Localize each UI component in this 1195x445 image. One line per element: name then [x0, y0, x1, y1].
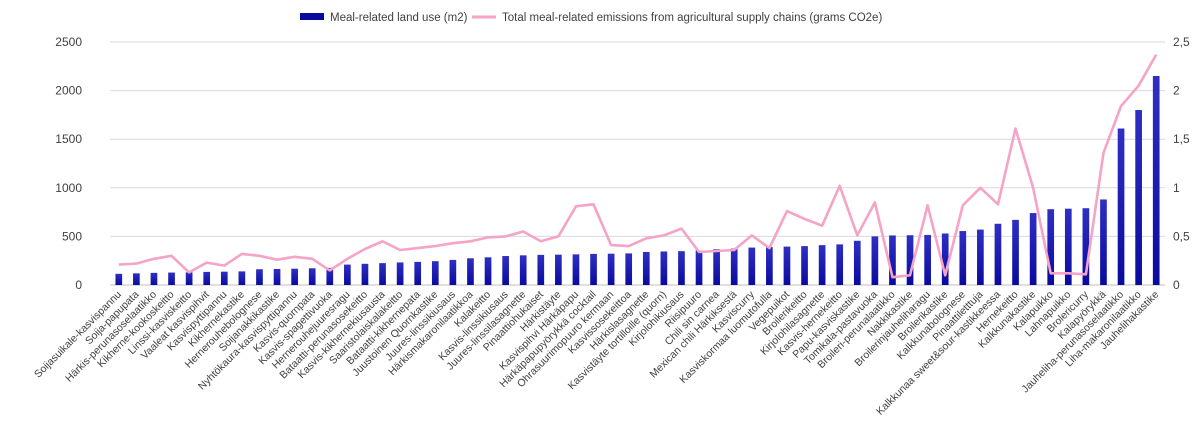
- bar: [889, 235, 896, 285]
- bar: [431, 261, 439, 285]
- bar: [977, 229, 984, 285]
- bar: [853, 240, 861, 285]
- bar: [660, 251, 668, 285]
- legend: Meal-related land use (m2) Total meal-rel…: [300, 12, 882, 24]
- bar: [379, 263, 386, 285]
- bar: [941, 233, 949, 285]
- right-tick-label: 2: [1173, 84, 1180, 98]
- left-tick-label: 2000: [55, 84, 82, 98]
- left-axis: 0 500 1000 1500 2000 2500: [55, 35, 82, 292]
- bar: [1012, 219, 1019, 285]
- right-tick-label: 2,5: [1173, 35, 1190, 49]
- bar: [572, 254, 580, 285]
- legend-line-label: Total meal-related emissions from agricu…: [502, 12, 882, 24]
- left-tick-label: 1500: [55, 132, 82, 146]
- bar: [713, 249, 720, 285]
- bar: [519, 255, 527, 285]
- bar: [150, 272, 158, 285]
- bar: [238, 271, 246, 285]
- bar: [1029, 213, 1037, 285]
- bar: [203, 271, 211, 285]
- bar: [344, 264, 351, 285]
- bar: [801, 246, 808, 285]
- bar: [906, 235, 914, 285]
- left-tick-label: 500: [62, 229, 82, 243]
- bar: [625, 253, 633, 285]
- bar: [185, 272, 193, 285]
- bar: [308, 268, 316, 285]
- bar: [730, 248, 738, 285]
- bar: [678, 251, 685, 285]
- bar: [168, 272, 175, 285]
- bar: [502, 256, 509, 285]
- bar: [1152, 76, 1160, 286]
- bar: [695, 250, 703, 285]
- bar: [766, 247, 773, 285]
- bar-series: [115, 76, 1160, 286]
- legend-bar-label: Meal-related land use (m2): [330, 12, 468, 24]
- bar: [1100, 199, 1107, 285]
- bar: [467, 258, 474, 285]
- bar: [291, 268, 298, 285]
- bar: [748, 247, 756, 285]
- bar: [959, 231, 967, 285]
- bar: [607, 253, 615, 285]
- right-tick-label: 1: [1173, 181, 1180, 195]
- bar: [414, 261, 422, 285]
- bar: [994, 223, 1002, 285]
- bar: [836, 244, 844, 285]
- right-tick-label: 0,5: [1173, 229, 1190, 243]
- bar: [818, 245, 826, 285]
- bar: [220, 271, 228, 285]
- bar: [537, 254, 545, 285]
- bar: [1047, 209, 1055, 285]
- bar: [449, 259, 457, 285]
- category-labels: Soijasuikale-kasvispannuSoija-papupataHä…: [32, 288, 1161, 418]
- bar: [590, 253, 597, 285]
- right-axis: 0 0,5 1 1,5 2 2,5: [1173, 35, 1190, 292]
- bar: [326, 267, 334, 285]
- bar: [115, 273, 123, 285]
- bar: [256, 269, 263, 285]
- bar: [484, 257, 492, 285]
- gridlines: [110, 41, 1165, 286]
- legend-bar-swatch: [300, 13, 324, 20]
- bar: [1082, 208, 1090, 285]
- bar: [273, 268, 281, 285]
- left-tick-label: 1000: [55, 181, 82, 195]
- bar: [871, 236, 879, 285]
- emissions-line: [118, 53, 1158, 279]
- bar: [1117, 128, 1125, 285]
- left-tick-label: 0: [75, 278, 82, 292]
- bar: [555, 254, 562, 285]
- line-series: [118, 53, 1158, 279]
- bar: [924, 234, 931, 285]
- left-tick-label: 2500: [55, 35, 82, 49]
- bar: [642, 251, 650, 285]
- bar: [783, 246, 791, 285]
- right-tick-label: 1,5: [1173, 132, 1190, 146]
- bar: [1135, 110, 1142, 285]
- bar: [396, 262, 404, 285]
- right-tick-label: 0: [1173, 278, 1180, 292]
- bar: [133, 273, 140, 285]
- bar: [1064, 208, 1072, 285]
- bar: [361, 263, 369, 285]
